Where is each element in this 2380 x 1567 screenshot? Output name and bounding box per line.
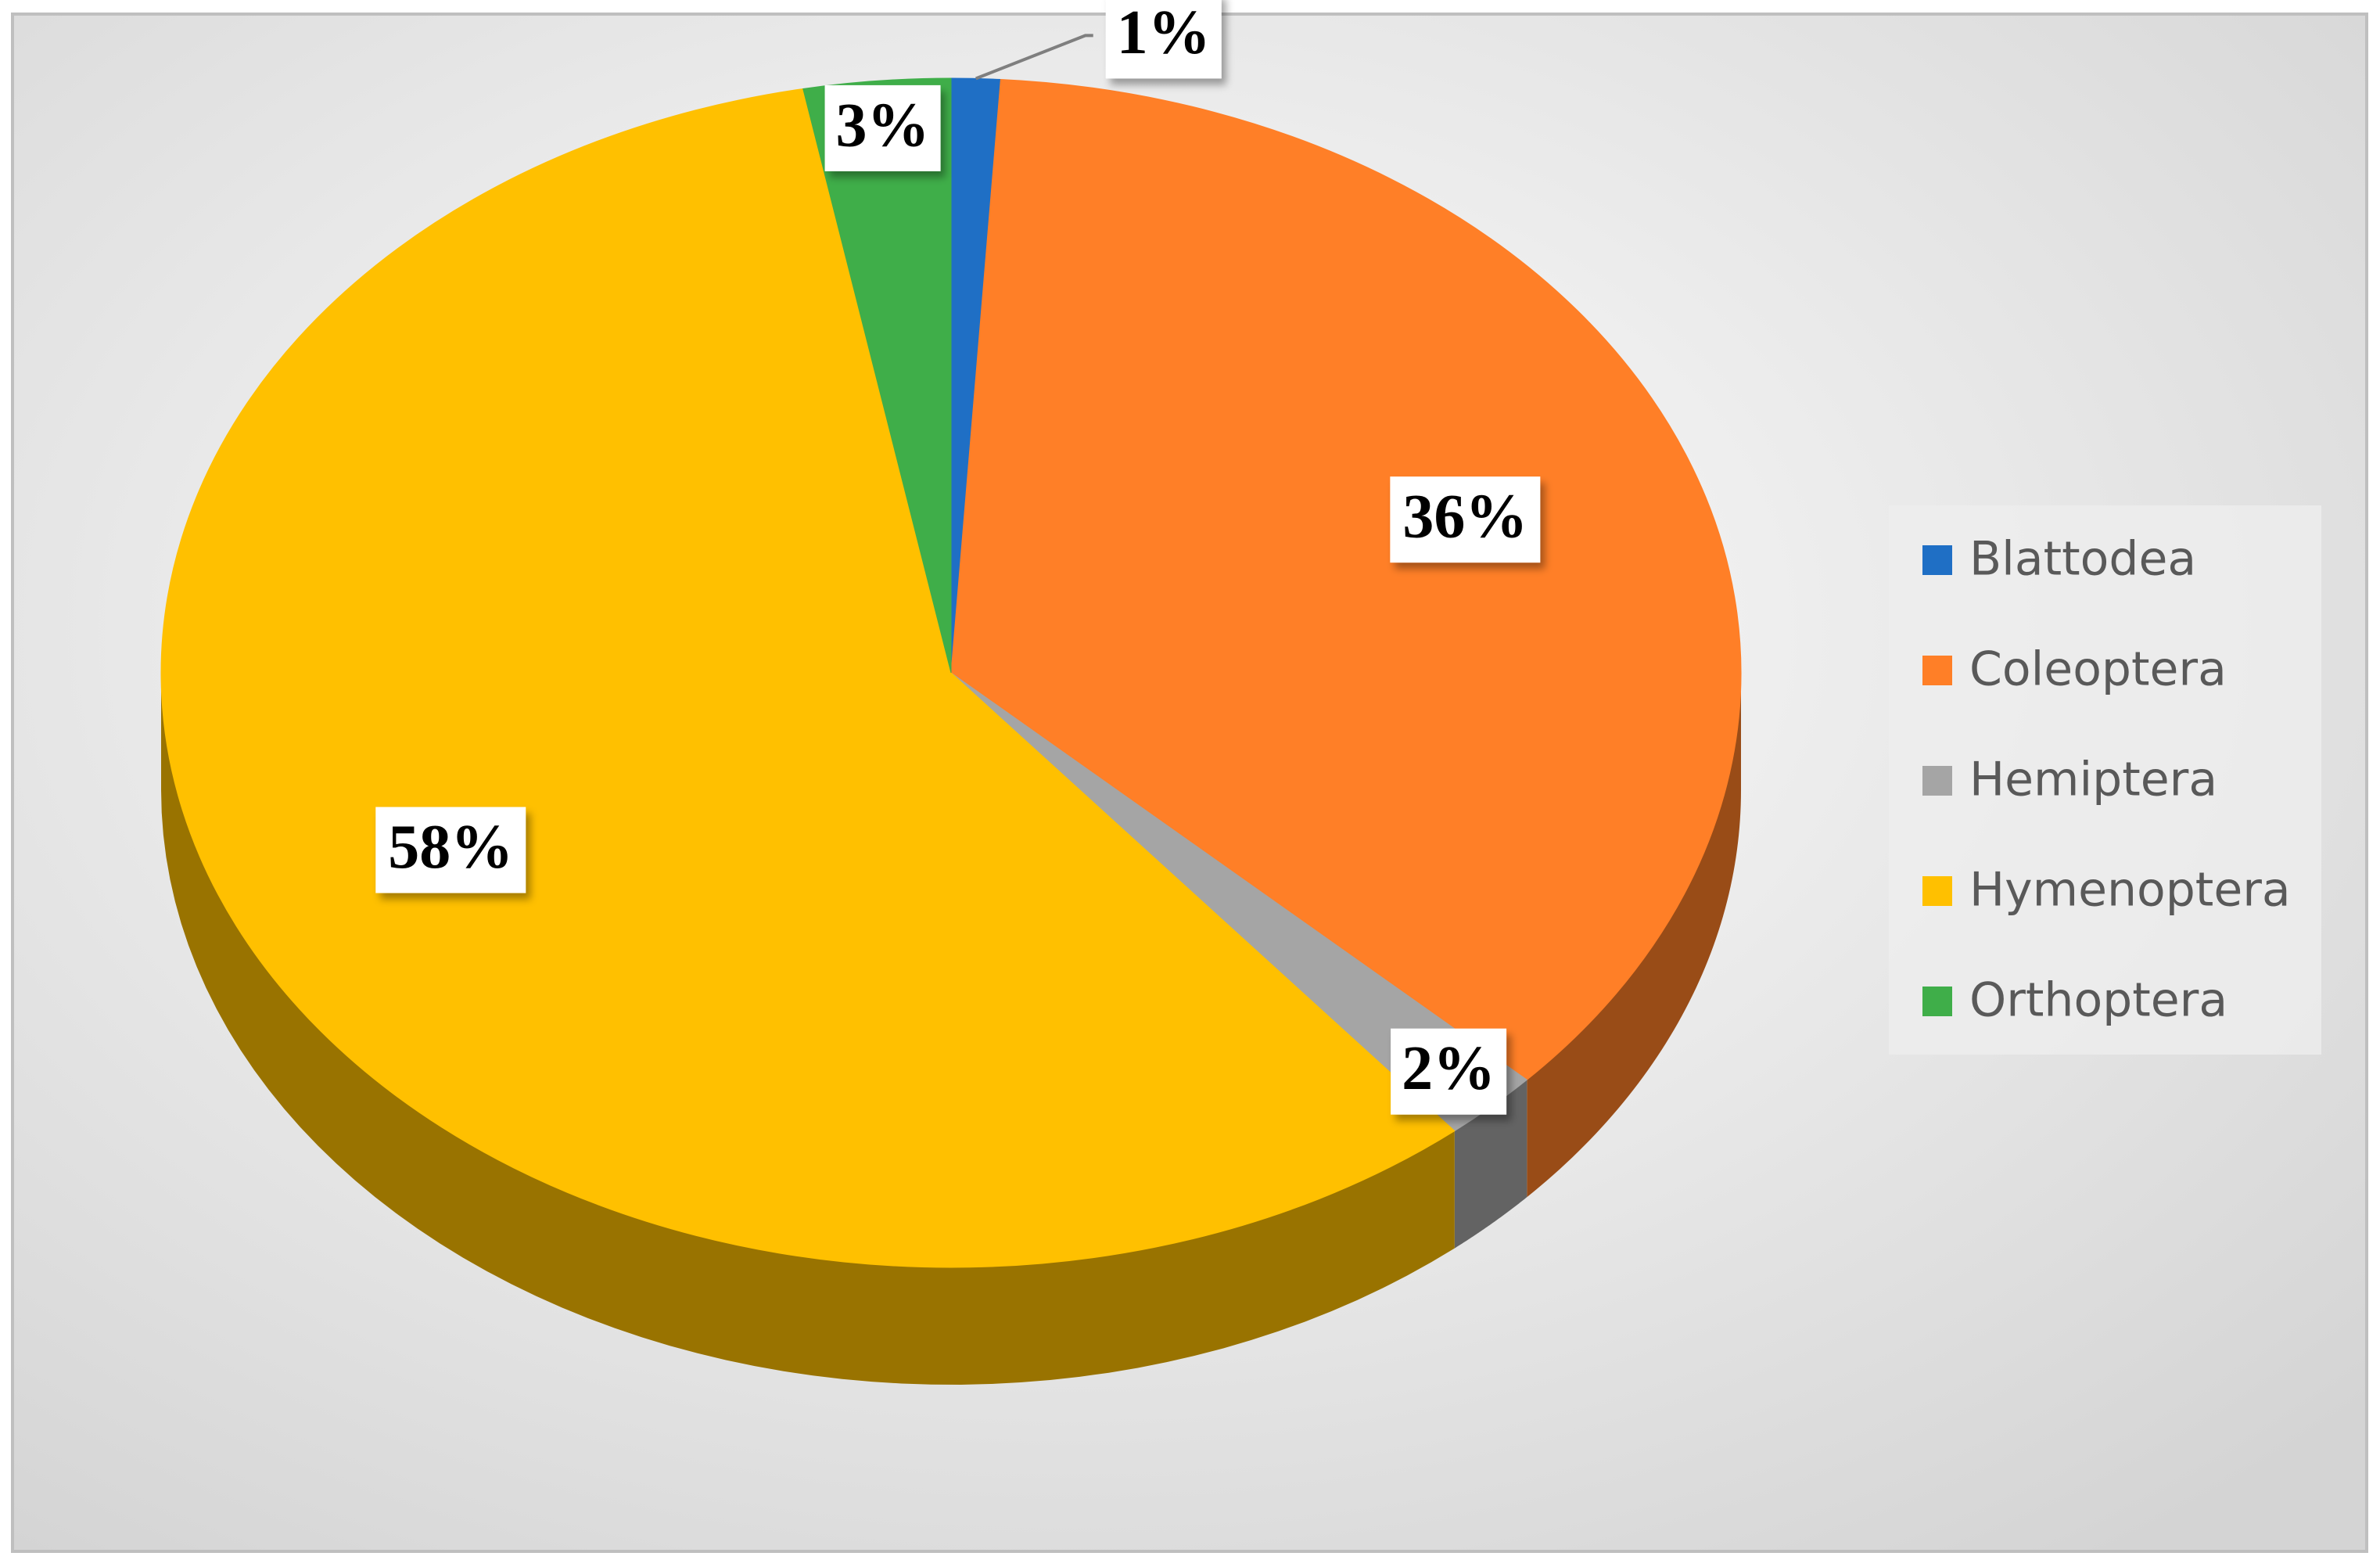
data-label: 2%	[1402, 1034, 1495, 1103]
slice-side	[1527, 673, 1741, 1198]
legend-swatch	[1922, 656, 1952, 685]
legend-box	[1889, 505, 2321, 1055]
slice-side	[161, 673, 1455, 1385]
data-label-box	[375, 807, 526, 893]
legend-label: Hemiptera	[1969, 753, 2217, 807]
data-label-box	[1391, 1028, 1507, 1115]
slice	[160, 88, 1456, 1268]
data-label: 58%	[388, 813, 513, 882]
data-label: 1%	[1117, 0, 1211, 67]
data-label-box	[1390, 476, 1541, 563]
legend-swatch	[1922, 876, 1952, 906]
slice	[802, 77, 952, 674]
legend-swatch	[1922, 545, 1952, 575]
data-label-box	[1105, 0, 1222, 79]
legend-label: Blattodea	[1969, 532, 2196, 587]
legend-label: Orthoptera	[1969, 973, 2227, 1028]
slice-side	[1454, 1080, 1527, 1249]
slice	[950, 78, 1742, 1080]
legend-swatch	[1922, 766, 1952, 796]
legend-label: Hymenoptera	[1969, 863, 2291, 918]
legend-label: Coleoptera	[1969, 642, 2227, 697]
legend-swatch	[1922, 987, 1952, 1016]
data-label: 36%	[1402, 483, 1527, 552]
data-label: 3%	[836, 91, 930, 160]
data-label-box	[824, 84, 941, 171]
leader-line	[975, 34, 1093, 81]
